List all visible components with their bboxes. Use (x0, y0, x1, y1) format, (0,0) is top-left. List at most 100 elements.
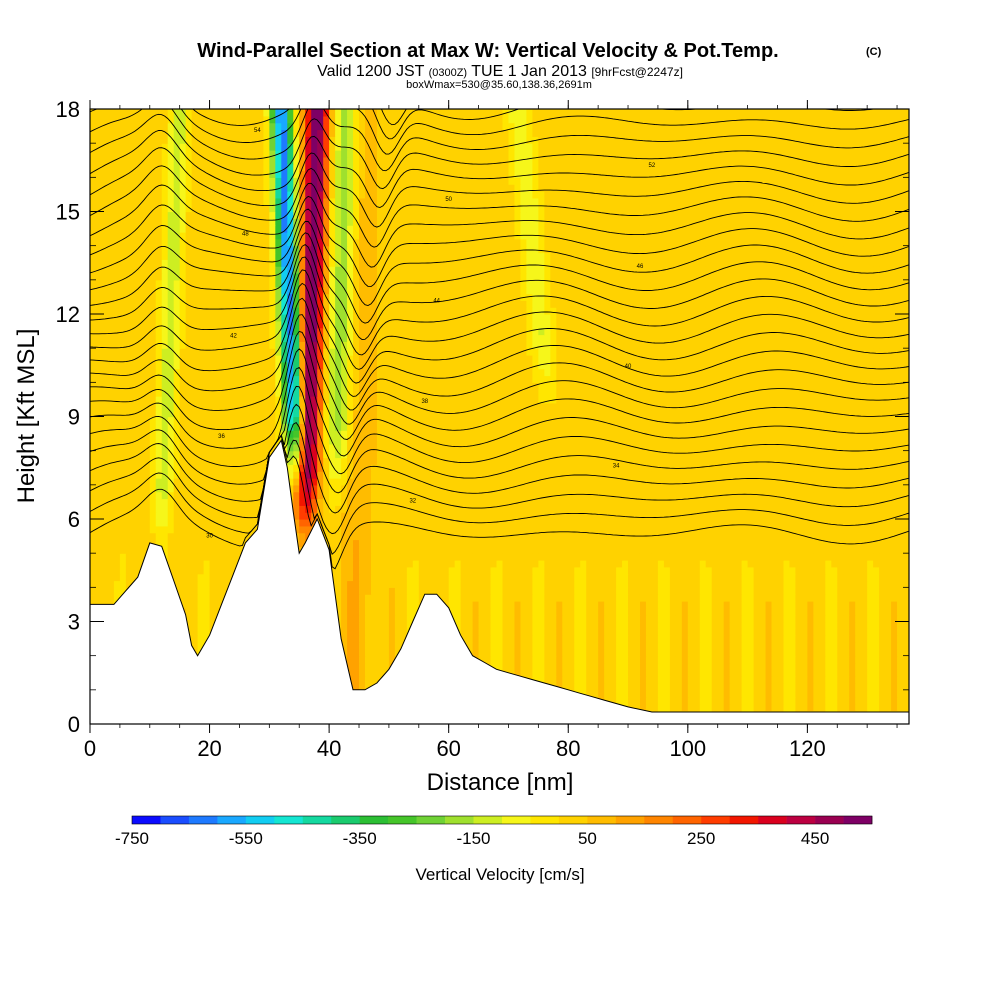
contour-label: 54 (254, 128, 261, 134)
theta-contour (90, 232, 909, 340)
colorbar-swatch (502, 816, 531, 824)
y-axis-label: Height [Kft MSL] (13, 329, 40, 504)
colorbar-swatch (445, 816, 474, 824)
colorbar-swatch (644, 816, 674, 824)
theta-contour (90, 366, 909, 475)
theta-contour (90, 182, 909, 268)
colorbar-tick-label: -750 (115, 829, 149, 848)
contour-label: 48 (242, 231, 249, 237)
box-info: boxWmax=530@35.60,138.36,2691m (406, 79, 592, 91)
x-tick-label: 100 (669, 736, 706, 761)
theta-contour (90, 195, 909, 288)
plot-area: 30 32 34 36 38 40 42 44 46 48 50 52 54 56 (90, 94, 909, 724)
theta-contour (90, 109, 909, 172)
theta-contour (90, 109, 909, 155)
colorbar-label: Vertical Velocity [cm/s] (415, 865, 584, 884)
subtitle-forecast: [9hrFcst@2247z] (591, 65, 683, 79)
theta-contour (90, 297, 909, 411)
theta-contour (90, 330, 909, 440)
colorbar-swatch (274, 816, 304, 824)
theta-contour (90, 147, 909, 228)
colorbar-swatch (416, 816, 446, 824)
y-tick-label: 15 (56, 200, 80, 225)
colorbar-swatch (530, 816, 560, 824)
theta-contour (90, 385, 909, 494)
contour-label: 38 (421, 399, 428, 405)
colorbar-swatch (160, 816, 190, 824)
chart-subtitle: Valid 1200 JST (0300Z) TUE 1 Jan 2013 [9… (317, 63, 683, 80)
colorbar-swatch (729, 816, 759, 824)
contour-labels: 30 32 34 36 38 40 42 44 46 48 50 52 54 56 (206, 94, 656, 539)
colorbar-swatch (302, 816, 332, 824)
colorbar-swatch (587, 816, 617, 824)
theta-contour (90, 282, 909, 397)
x-tick-label: 20 (197, 736, 221, 761)
colorbar-tick-label: -350 (343, 829, 377, 848)
x-axis-label: Distance [nm] (427, 769, 574, 796)
y-tick-label: 9 (68, 405, 80, 430)
theta-contour (90, 221, 909, 324)
colorbar-swatch (786, 816, 816, 824)
theta-contour (90, 403, 909, 514)
contour-label: 56 (457, 94, 464, 100)
theta-contours (90, 109, 909, 570)
colorbar-swatch (359, 816, 389, 824)
colorbar-swatch (815, 816, 844, 824)
colorbar-swatch (331, 816, 360, 824)
colorbar-tick-label: -550 (229, 829, 263, 848)
colorbar-tick-label: 450 (801, 829, 829, 848)
colorbar-tick-labels: -750 -550 -350 -150 50 250 450 (115, 829, 829, 848)
contour-label: 40 (625, 364, 632, 370)
terrain (90, 439, 909, 724)
colorbar-swatch (843, 816, 873, 824)
theta-contour (90, 269, 909, 384)
contour-label: 46 (637, 264, 644, 270)
x-tick-label: 120 (789, 736, 826, 761)
y-tick-label: 6 (68, 507, 80, 532)
contour-label: 52 (649, 163, 656, 169)
chart-title-mark: (C) (866, 46, 882, 58)
theta-contour (90, 434, 909, 555)
theta-contour (90, 130, 909, 208)
subtitle-date: TUE 1 Jan 2013 (471, 63, 587, 80)
subtitle-utc: (0300Z) (429, 67, 468, 79)
theta-contour (90, 422, 909, 535)
colorbar-swatch (188, 816, 218, 824)
colorbar-tick-label: -150 (456, 829, 490, 848)
theta-contour (90, 256, 909, 370)
y-tick-label: 0 (68, 712, 80, 737)
colorbar-tick-label: 50 (578, 829, 597, 848)
x-axis: 0 20 40 60 80 100 120 (84, 100, 898, 761)
theta-contour (90, 113, 909, 190)
contour-label: 50 (445, 197, 452, 203)
theta-contour (90, 243, 909, 356)
x-tick-label: 0 (84, 736, 96, 761)
theta-contour (90, 434, 909, 570)
contour-label: 42 (230, 333, 237, 339)
theta-contour (90, 314, 909, 425)
colorbar-swatch (615, 816, 645, 824)
chart-title: Wind-Parallel Section at Max W: Vertical… (197, 40, 778, 62)
colorbar-tick-label: 250 (687, 829, 715, 848)
y-tick-label: 3 (68, 610, 80, 635)
x-tick-label: 80 (556, 736, 580, 761)
colorbar-swatch (132, 816, 161, 824)
colorbar-swatch (672, 816, 702, 824)
theta-contour (90, 165, 909, 248)
colorbar-frame (131, 815, 873, 825)
colorbar-swatch (758, 816, 787, 824)
colorbar-swatch (245, 816, 275, 824)
colorbar-swatch (558, 816, 588, 824)
colorbar (131, 815, 873, 825)
contour-label: 32 (409, 498, 416, 504)
contour-label: 36 (218, 434, 225, 440)
colorbar-swatch (701, 816, 730, 824)
theta-contour (192, 109, 878, 140)
colorbar-swatch (388, 816, 417, 824)
colorbar-swatch (473, 816, 503, 824)
x-tick-label: 40 (317, 736, 341, 761)
colorbar-swatch (217, 816, 247, 824)
x-tick-label: 60 (436, 736, 460, 761)
